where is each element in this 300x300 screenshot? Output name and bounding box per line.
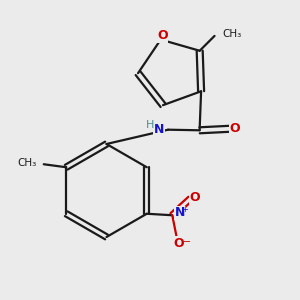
Text: O: O [173, 237, 184, 250]
Text: +: + [181, 205, 188, 214]
Text: N: N [154, 123, 164, 136]
Text: H: H [146, 121, 154, 130]
Text: CH₃: CH₃ [222, 29, 241, 39]
Text: CH₃: CH₃ [17, 158, 36, 168]
Text: N: N [175, 206, 185, 219]
Text: O: O [230, 122, 240, 135]
Text: O: O [190, 191, 200, 204]
Text: −: − [183, 237, 191, 247]
Text: O: O [157, 29, 167, 43]
